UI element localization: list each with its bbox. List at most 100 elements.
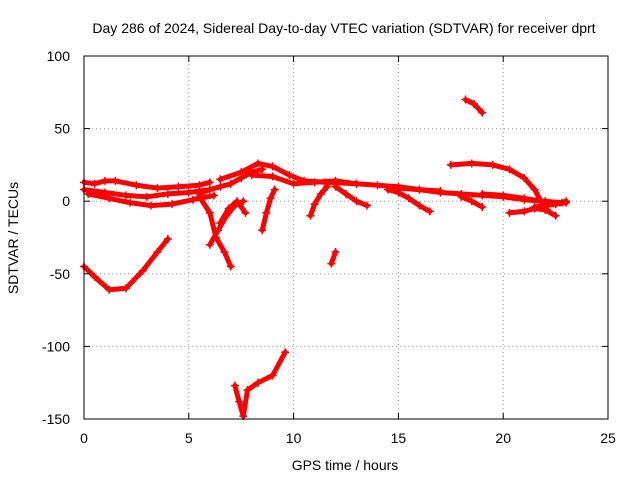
- data-point: [352, 179, 361, 188]
- data-series: [327, 248, 340, 268]
- data-point: [467, 159, 476, 168]
- series-line: [532, 198, 569, 210]
- data-point: [184, 188, 193, 197]
- y-tick-label: 50: [54, 121, 70, 137]
- data-series: [331, 182, 371, 210]
- data-point: [478, 203, 487, 212]
- data-point: [541, 201, 550, 210]
- data-series: [230, 348, 290, 421]
- data-point: [289, 179, 298, 188]
- data-point: [488, 160, 497, 169]
- data-point: [436, 188, 445, 197]
- data-series: [80, 234, 172, 294]
- data-point: [121, 284, 130, 293]
- data-point: [505, 165, 514, 174]
- data-point: [216, 175, 225, 184]
- series-line: [333, 184, 370, 209]
- data-point: [224, 204, 233, 213]
- data-point: [195, 192, 204, 201]
- data-point: [216, 218, 225, 227]
- data-point: [216, 182, 225, 191]
- data-point: [142, 192, 151, 201]
- data-point: [188, 195, 197, 204]
- y-tick-label: -50: [50, 266, 70, 282]
- data-point: [138, 266, 147, 275]
- series-line: [448, 160, 550, 213]
- data-series: [216, 197, 250, 227]
- x-tick-label: 20: [495, 430, 511, 446]
- x-tick-label: 25: [600, 430, 616, 446]
- data-point: [394, 184, 403, 193]
- data-series: [461, 95, 487, 117]
- series-line: [81, 178, 213, 191]
- data-point: [226, 179, 235, 188]
- data-point: [478, 108, 487, 117]
- series-line: [217, 198, 248, 226]
- x-tick-label: 15: [391, 430, 407, 446]
- data-point: [195, 181, 204, 190]
- data-point: [520, 173, 529, 182]
- data-point: [362, 201, 371, 210]
- data-point: [205, 208, 214, 217]
- data-point: [310, 178, 319, 187]
- data-series: [80, 176, 214, 193]
- data-point: [331, 182, 340, 191]
- data-point: [230, 381, 239, 390]
- data-point: [285, 171, 294, 180]
- series-line: [307, 184, 330, 219]
- data-point: [478, 189, 487, 198]
- x-tick-label: 0: [80, 430, 88, 446]
- data-points: [80, 95, 571, 421]
- data-point: [205, 240, 214, 249]
- data-point: [352, 197, 361, 206]
- data-point: [461, 95, 470, 104]
- data-point: [214, 226, 223, 235]
- data-point: [235, 397, 244, 406]
- axis-ticks: [83, 55, 609, 420]
- data-point: [258, 226, 267, 235]
- data-point: [323, 182, 332, 191]
- data-point: [253, 378, 262, 387]
- data-point: [383, 185, 392, 194]
- data-point: [126, 198, 135, 207]
- data-point: [310, 200, 319, 209]
- data-point: [268, 371, 277, 380]
- data-series: [530, 197, 571, 212]
- data-point: [266, 194, 275, 203]
- data-point: [174, 182, 183, 191]
- data-point: [551, 211, 560, 220]
- data-point: [270, 185, 279, 194]
- data-point: [505, 208, 514, 217]
- data-series: [84, 189, 218, 210]
- data-point: [153, 184, 162, 193]
- x-tick-labels: 0 5 10 15 20 25: [80, 430, 616, 446]
- data-point: [132, 181, 141, 190]
- data-point: [153, 248, 162, 257]
- data-point: [105, 194, 114, 203]
- data-point: [90, 272, 99, 281]
- grid: [84, 56, 608, 419]
- data-series: [306, 182, 332, 220]
- data-point: [84, 189, 93, 198]
- data-point: [90, 179, 99, 188]
- data-point: [268, 162, 277, 171]
- data-point: [373, 181, 382, 190]
- x-tick-label: 5: [185, 430, 193, 446]
- data-point: [520, 194, 529, 203]
- data-point: [233, 197, 242, 206]
- data-point: [499, 191, 508, 200]
- y-axis-label: SDTVAR / TECUs: [5, 182, 21, 294]
- plot-frame: [83, 55, 609, 420]
- data-point: [562, 197, 571, 206]
- data-point: [530, 203, 539, 212]
- y-tick-label: -150: [42, 411, 70, 427]
- data-point: [147, 201, 156, 210]
- data-series: [258, 185, 279, 235]
- series-line: [81, 236, 171, 293]
- data-point: [327, 259, 336, 268]
- y-tick-label: -100: [42, 338, 70, 354]
- chart-title: Day 286 of 2024, Sidereal Day-to-day VTE…: [92, 20, 595, 36]
- data-point: [220, 248, 229, 257]
- data-series: [457, 192, 487, 212]
